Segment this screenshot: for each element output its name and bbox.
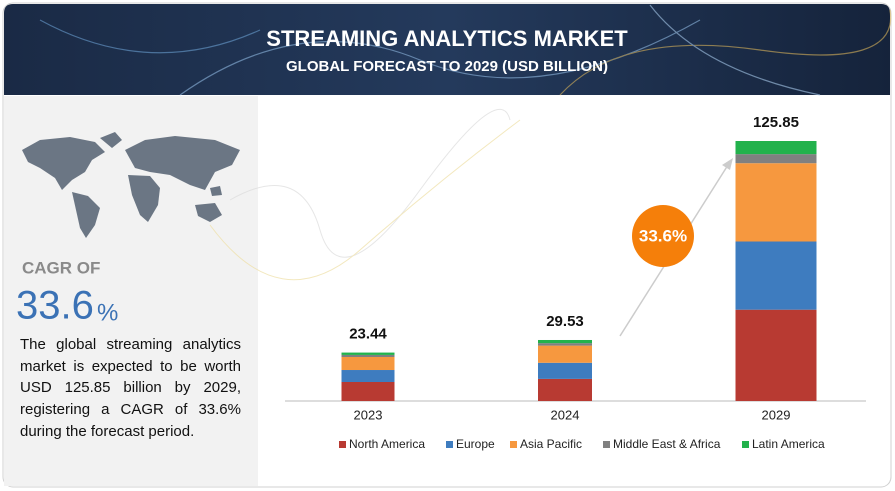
arrow-head — [722, 158, 733, 170]
bar-segment — [538, 339, 592, 344]
legend-label: Latin America — [752, 437, 825, 451]
legend-label: North America — [349, 437, 425, 451]
legend-swatch — [446, 441, 453, 448]
cagr-bubble-label: 33.6% — [639, 226, 687, 245]
bar-segment — [735, 163, 817, 242]
title: STREAMING ANALYTICS MARKET — [266, 26, 628, 51]
x-tick-label: 2029 — [762, 407, 791, 422]
cagr-bubble — [632, 205, 694, 267]
cagr-label: CAGR OF — [22, 258, 100, 277]
description: The global streaming analytics market is… — [20, 336, 241, 440]
bar-segment — [735, 309, 817, 401]
bar-segment — [538, 345, 592, 363]
legend-swatch — [742, 441, 749, 448]
x-tick-label: 2023 — [354, 407, 383, 422]
bar-segment — [341, 354, 395, 357]
legend-swatch — [339, 441, 346, 448]
total-label: 29.53 — [546, 313, 584, 330]
bar-segment — [538, 378, 592, 401]
legend-label: Europe — [456, 437, 495, 451]
legend-label: Middle East & Africa — [613, 437, 721, 451]
bar-segment — [735, 241, 817, 310]
bar-segment — [341, 352, 395, 355]
total-label: 125.85 — [753, 114, 799, 131]
bar-segment — [341, 381, 395, 401]
bar-segment — [735, 141, 817, 155]
subtitle: GLOBAL FORECAST TO 2029 (USD BILLION) — [286, 58, 608, 75]
legend-swatch — [603, 441, 610, 448]
total-label: 23.44 — [349, 326, 387, 343]
cagr-number: 33.6 — [16, 284, 94, 328]
world-map — [22, 132, 240, 238]
bar-segment — [341, 370, 395, 382]
cagr-unit: % — [97, 299, 118, 326]
x-tick-label: 2024 — [551, 407, 580, 422]
header-streaks — [39, 4, 892, 96]
bar-segment — [341, 356, 395, 371]
bar-segment — [538, 343, 592, 346]
decor-curves — [209, 109, 521, 281]
legend-label: Asia Pacific — [520, 437, 582, 451]
legend-swatch — [510, 441, 517, 448]
header-band — [4, 4, 890, 95]
bar-segment — [538, 362, 592, 379]
bar-segment — [735, 154, 817, 164]
